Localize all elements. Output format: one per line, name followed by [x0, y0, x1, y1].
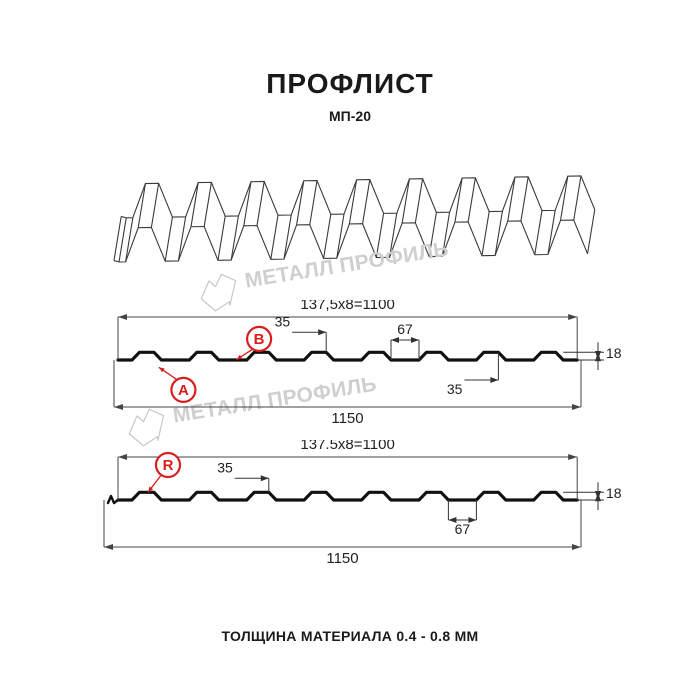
svg-text:137,5x8=1100: 137,5x8=1100	[300, 300, 394, 313]
svg-text:МЕТАЛЛ ПРОФИЛЬ: МЕТАЛЛ ПРОФИЛЬ	[243, 238, 450, 293]
svg-text:35: 35	[217, 459, 233, 475]
svg-text:67: 67	[397, 321, 413, 337]
svg-text:R: R	[163, 457, 174, 474]
svg-text:35: 35	[275, 313, 291, 329]
svg-text:1150: 1150	[326, 550, 358, 567]
svg-text:A: A	[178, 382, 189, 399]
svg-text:1150: 1150	[331, 410, 363, 427]
svg-text:18: 18	[606, 485, 622, 501]
svg-text:18: 18	[606, 345, 622, 361]
svg-text:B: B	[254, 331, 265, 348]
svg-text:35: 35	[447, 381, 463, 397]
svg-text:137.5x8=1100: 137.5x8=1100	[300, 440, 394, 453]
svg-text:67: 67	[455, 521, 471, 537]
